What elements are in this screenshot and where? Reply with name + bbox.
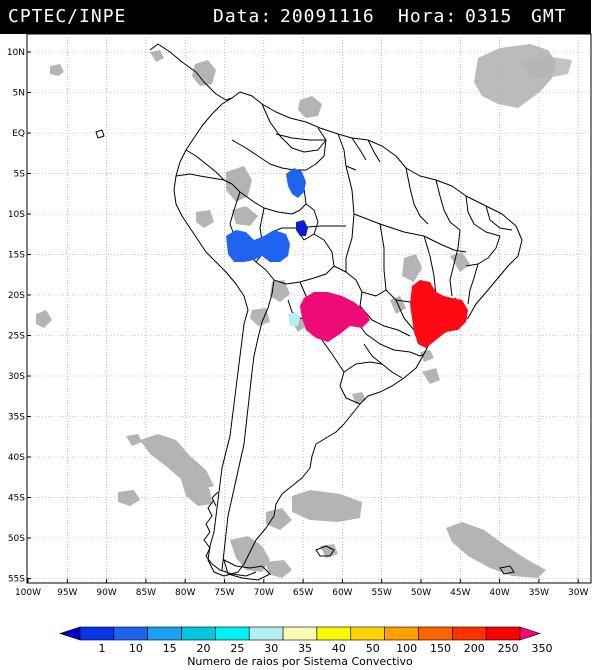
convective-systems bbox=[226, 168, 468, 348]
system-bolivia-peru bbox=[226, 230, 290, 262]
lat-label: 25S bbox=[8, 332, 25, 342]
legend-swatch bbox=[113, 626, 148, 641]
lon-label: 35W bbox=[529, 588, 549, 598]
legend-label: 100 bbox=[396, 642, 417, 655]
system-paraguay bbox=[300, 292, 370, 342]
longitude-labels: 100W 95W 90W 85W 80W 75W 70W 65W 60W 55W 50W 45W 40W… bbox=[15, 588, 589, 598]
legend-swatch bbox=[316, 626, 352, 641]
lat-label: 5N bbox=[13, 89, 25, 99]
lon-label: 65W bbox=[293, 588, 313, 598]
lon-label: 80W bbox=[175, 588, 195, 598]
legend-swatch bbox=[384, 626, 419, 641]
legend-label: 10 bbox=[129, 642, 143, 655]
southern-archipelago bbox=[203, 491, 515, 581]
system-sao-paulo bbox=[410, 280, 468, 348]
lon-label: 95W bbox=[57, 588, 77, 598]
lat-label: 55S bbox=[8, 575, 25, 585]
lon-label: 45W bbox=[450, 588, 470, 598]
legend-label: 150 bbox=[430, 642, 451, 655]
legend-swatch bbox=[282, 626, 318, 641]
lat-label: EQ bbox=[12, 129, 25, 139]
lon-label: 85W bbox=[136, 588, 156, 598]
legend-label: 40 bbox=[332, 642, 346, 655]
lat-label: 40S bbox=[8, 453, 25, 463]
lon-label: 50W bbox=[411, 588, 431, 598]
legend-swatch bbox=[452, 626, 487, 641]
lat-label: 10N bbox=[7, 48, 25, 58]
lat-label: 35S bbox=[8, 413, 25, 423]
legend-label: 30 bbox=[264, 642, 278, 655]
lat-label: 50S bbox=[8, 534, 25, 544]
time-value: 0315 bbox=[465, 6, 513, 27]
legend-label: 50 bbox=[366, 642, 380, 655]
legend-swatch bbox=[79, 626, 115, 641]
legend-swatch bbox=[248, 626, 284, 641]
time-label: Hora: bbox=[398, 6, 458, 27]
lat-label: 5S bbox=[14, 170, 26, 180]
legend-colorbar: 1 10 15 20 25 30 35 40 50 100 150 200 250 350 bbox=[59, 626, 553, 655]
legend-swatch bbox=[350, 626, 385, 641]
lon-label: 30W bbox=[568, 588, 588, 598]
source-label: CPTEC/INPE bbox=[8, 6, 127, 27]
lon-label: 70W bbox=[254, 588, 274, 598]
system-peru-small bbox=[296, 220, 308, 236]
lon-label: 60W bbox=[332, 588, 352, 598]
lon-label: 75W bbox=[214, 588, 234, 598]
legend-label: 350 bbox=[532, 642, 553, 655]
date-label: Data: bbox=[213, 6, 273, 27]
timezone-label: GMT bbox=[531, 6, 567, 27]
legend-swatch bbox=[59, 626, 81, 641]
lon-label: 55W bbox=[372, 588, 392, 598]
legend-caption: Numero de raios por Sistema Convectivo bbox=[187, 655, 413, 668]
latitude-labels: 10N 5N EQ 5S 10S 15S 20S 25S 30S 35S 40S 45S 50S 55S bbox=[7, 48, 25, 585]
lat-label: 45S bbox=[8, 494, 25, 504]
lat-label: 10S bbox=[8, 210, 25, 220]
legend-label: 15 bbox=[163, 642, 177, 655]
lon-label: 90W bbox=[96, 588, 116, 598]
lat-label: 15S bbox=[8, 251, 25, 261]
legend-label: 1 bbox=[99, 642, 106, 655]
legend-swatch bbox=[519, 626, 541, 641]
legend-swatch bbox=[181, 626, 216, 641]
legend-label: 25 bbox=[230, 642, 244, 655]
legend-swatch bbox=[215, 626, 250, 641]
legend-label: 200 bbox=[464, 642, 485, 655]
legend-swatch bbox=[418, 626, 453, 641]
cloud-cover bbox=[36, 44, 572, 578]
system-peru-north bbox=[286, 168, 306, 198]
legend-swatch bbox=[147, 626, 182, 641]
lat-label: 30S bbox=[8, 372, 25, 382]
date-value: 20091116 bbox=[280, 6, 375, 27]
legend-label: 35 bbox=[298, 642, 312, 655]
lon-label: 100W bbox=[15, 588, 41, 598]
legend-swatch bbox=[485, 626, 521, 641]
legend-label: 250 bbox=[498, 642, 519, 655]
map-header: CPTEC/INPE Data: 20091116 Hora: 0315 GMT bbox=[0, 0, 591, 34]
lat-label: 20S bbox=[8, 291, 25, 301]
system-chaco-light bbox=[288, 312, 300, 326]
legend-label: 20 bbox=[197, 642, 211, 655]
lon-label: 40W bbox=[489, 588, 509, 598]
